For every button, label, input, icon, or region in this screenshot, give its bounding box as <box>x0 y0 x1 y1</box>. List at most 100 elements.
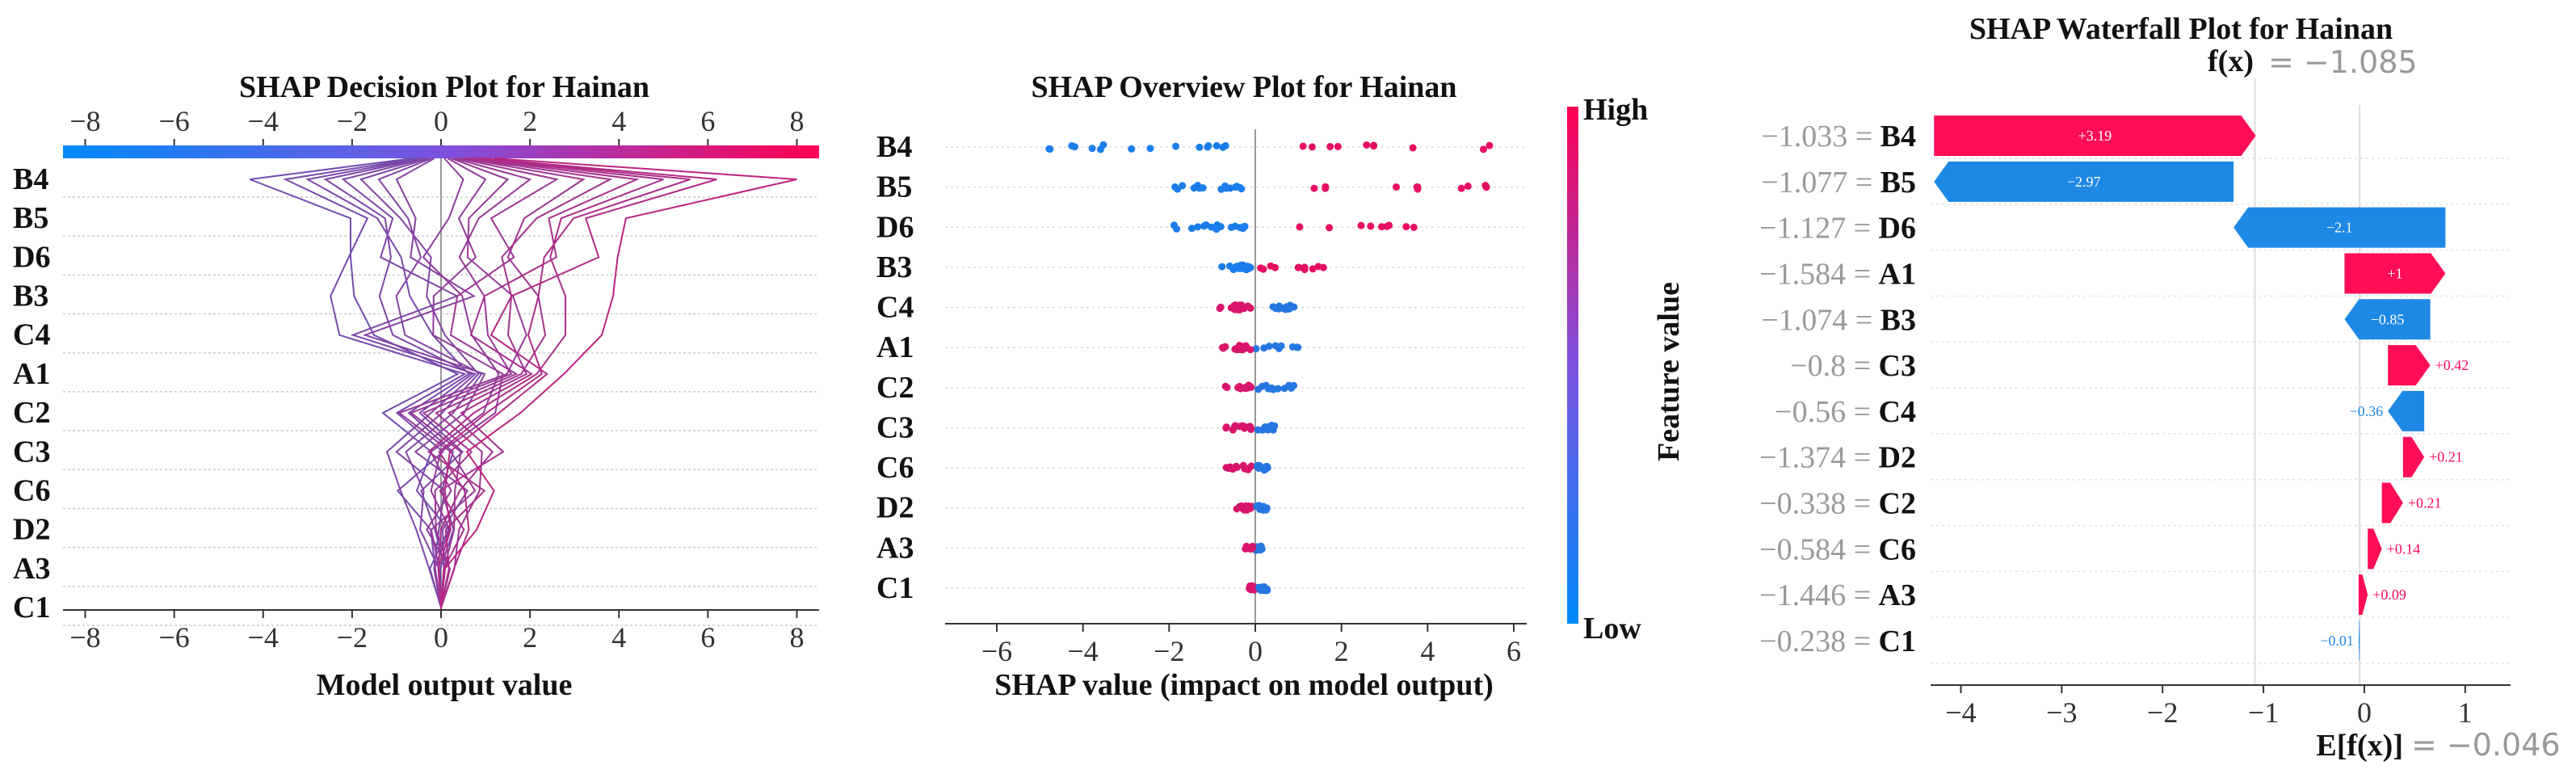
overview-point <box>1254 462 1262 470</box>
overview-point <box>1204 141 1212 149</box>
overview-point <box>1269 303 1277 311</box>
overview-point <box>1393 183 1401 191</box>
overview-point <box>1481 182 1490 190</box>
overview-point <box>1296 223 1304 231</box>
waterfall-row-label: −0.238 = C1 <box>1759 625 1916 658</box>
decision-path-line <box>439 158 640 610</box>
decision-feature-label: C1 <box>13 591 50 625</box>
overview-point <box>1230 423 1238 431</box>
decision-path-line <box>305 158 470 610</box>
decision-feature-label: B3 <box>13 280 48 313</box>
overview-point <box>1194 223 1202 231</box>
waterfall-row-value: −1.077 = <box>1761 166 1880 200</box>
fx-value: = −1.085 <box>2268 44 2418 80</box>
waterfall-bar <box>2358 620 2360 661</box>
overview-point <box>1233 505 1241 513</box>
overview-point <box>1479 145 1487 153</box>
waterfall-row-feature: B3 <box>1881 303 1916 337</box>
decision-bottom-tick-label: 2 <box>523 621 537 654</box>
overview-feature-label: B3 <box>876 250 912 284</box>
overview-point <box>1171 183 1179 191</box>
overview-point <box>1096 145 1104 153</box>
waterfall-bar <box>2388 390 2425 431</box>
overview-point <box>1357 221 1365 229</box>
waterfall-row-feature: B4 <box>1881 120 1916 153</box>
colorbar-label: Feature value <box>1652 282 1686 461</box>
overview-tick-label: −6 <box>981 635 1012 667</box>
overview-point <box>1309 265 1317 273</box>
waterfall-bar <box>2344 299 2431 340</box>
decision-feature-label: B5 <box>13 201 48 235</box>
overview-feature-label: D6 <box>876 210 914 244</box>
colorbar-high-label: High <box>1583 93 1648 127</box>
waterfall-row-feature: D6 <box>1879 212 1916 246</box>
waterfall-row-value: −1.074 = <box>1761 303 1880 337</box>
waterfall-row-value: −0.56 = <box>1775 395 1878 429</box>
waterfall-bar-label: −2.97 <box>2067 174 2101 190</box>
decision-top-tick-label: 8 <box>789 105 804 137</box>
waterfall-row-feature: D2 <box>1879 441 1916 475</box>
overview-point <box>1232 344 1240 352</box>
waterfall-tick-label: −3 <box>2046 696 2077 729</box>
overview-point <box>1046 145 1054 153</box>
decision-path-line <box>409 158 532 610</box>
colorbar-low-label: Low <box>1583 612 1641 646</box>
waterfall-plot-title: SHAP Waterfall Plot for Hainan <box>1969 12 2393 46</box>
overview-point <box>1385 221 1393 229</box>
waterfall-bar <box>1934 116 2256 156</box>
decision-feature-label: B4 <box>13 162 48 196</box>
overview-point <box>1301 263 1309 271</box>
overview-point <box>1334 142 1342 150</box>
overview-point <box>1223 384 1231 392</box>
waterfall-row-label: −1.584 = A1 <box>1759 257 1916 291</box>
waterfall-row-value: −1.584 = <box>1759 257 1878 291</box>
decision-top-tick-label: 6 <box>700 105 715 137</box>
decision-top-tick-label: −2 <box>337 105 368 137</box>
overview-point <box>1212 141 1221 149</box>
overview-point <box>1275 344 1283 352</box>
decision-feature-label: C4 <box>13 318 50 352</box>
decision-path-line <box>437 158 717 610</box>
overview-feature-label: A3 <box>876 531 914 565</box>
decision-plot: SHAP Decision Plot for Hainan −8 −6 −4 −2 0 2… <box>13 70 819 702</box>
overview-point <box>1247 462 1255 470</box>
decision-bottom-tick-label: 8 <box>789 621 804 654</box>
overview-point <box>1247 585 1255 593</box>
overview-point <box>1369 142 1377 150</box>
overview-point <box>1222 424 1230 432</box>
waterfall-bar <box>2388 345 2431 386</box>
waterfall-bar-label: +0.21 <box>2429 449 2463 465</box>
overview-point <box>1235 382 1243 390</box>
decision-path-line <box>440 158 797 610</box>
waterfall-row-value: −1.127 = <box>1759 212 1878 246</box>
waterfall-row-label: −0.56 = C4 <box>1775 395 1916 429</box>
decision-path-line <box>438 158 613 610</box>
overview-point <box>1326 224 1334 232</box>
waterfall-row-label: −1.033 = B4 <box>1761 120 1916 153</box>
waterfall-bar-label: −2.1 <box>2326 220 2353 236</box>
overview-point <box>1409 144 1417 152</box>
overview-point <box>1314 263 1322 271</box>
overview-point <box>1267 385 1275 393</box>
waterfall-row-label: −0.584 = C6 <box>1759 532 1916 566</box>
overview-point <box>1274 385 1282 393</box>
overview-point <box>1242 545 1250 553</box>
waterfall-tick-label: −1 <box>2248 696 2279 729</box>
overview-point <box>1310 184 1318 192</box>
overview-plot: SHAP Overview Plot for Hainan B4 B5 D6 B3 C4… <box>876 70 1686 702</box>
overview-point <box>1247 425 1255 433</box>
waterfall-row-label: −1.374 = D2 <box>1759 441 1916 475</box>
decision-bottom-tick-label: −8 <box>69 621 100 654</box>
overview-feature-label: C6 <box>876 451 914 485</box>
waterfall-bar <box>2402 436 2425 477</box>
decision-feature-label: C2 <box>13 396 50 430</box>
overview-point <box>1128 145 1136 153</box>
overview-point <box>1294 343 1302 351</box>
overview-point <box>1284 305 1292 313</box>
overview-colorbar <box>1567 107 1578 624</box>
overview-feature-label: C3 <box>876 410 914 444</box>
waterfall-plot: SHAP Waterfall Plot for Hainan f(x) = −1… <box>1759 12 2560 763</box>
overview-point <box>1367 222 1375 230</box>
decision-path-line <box>249 158 460 610</box>
